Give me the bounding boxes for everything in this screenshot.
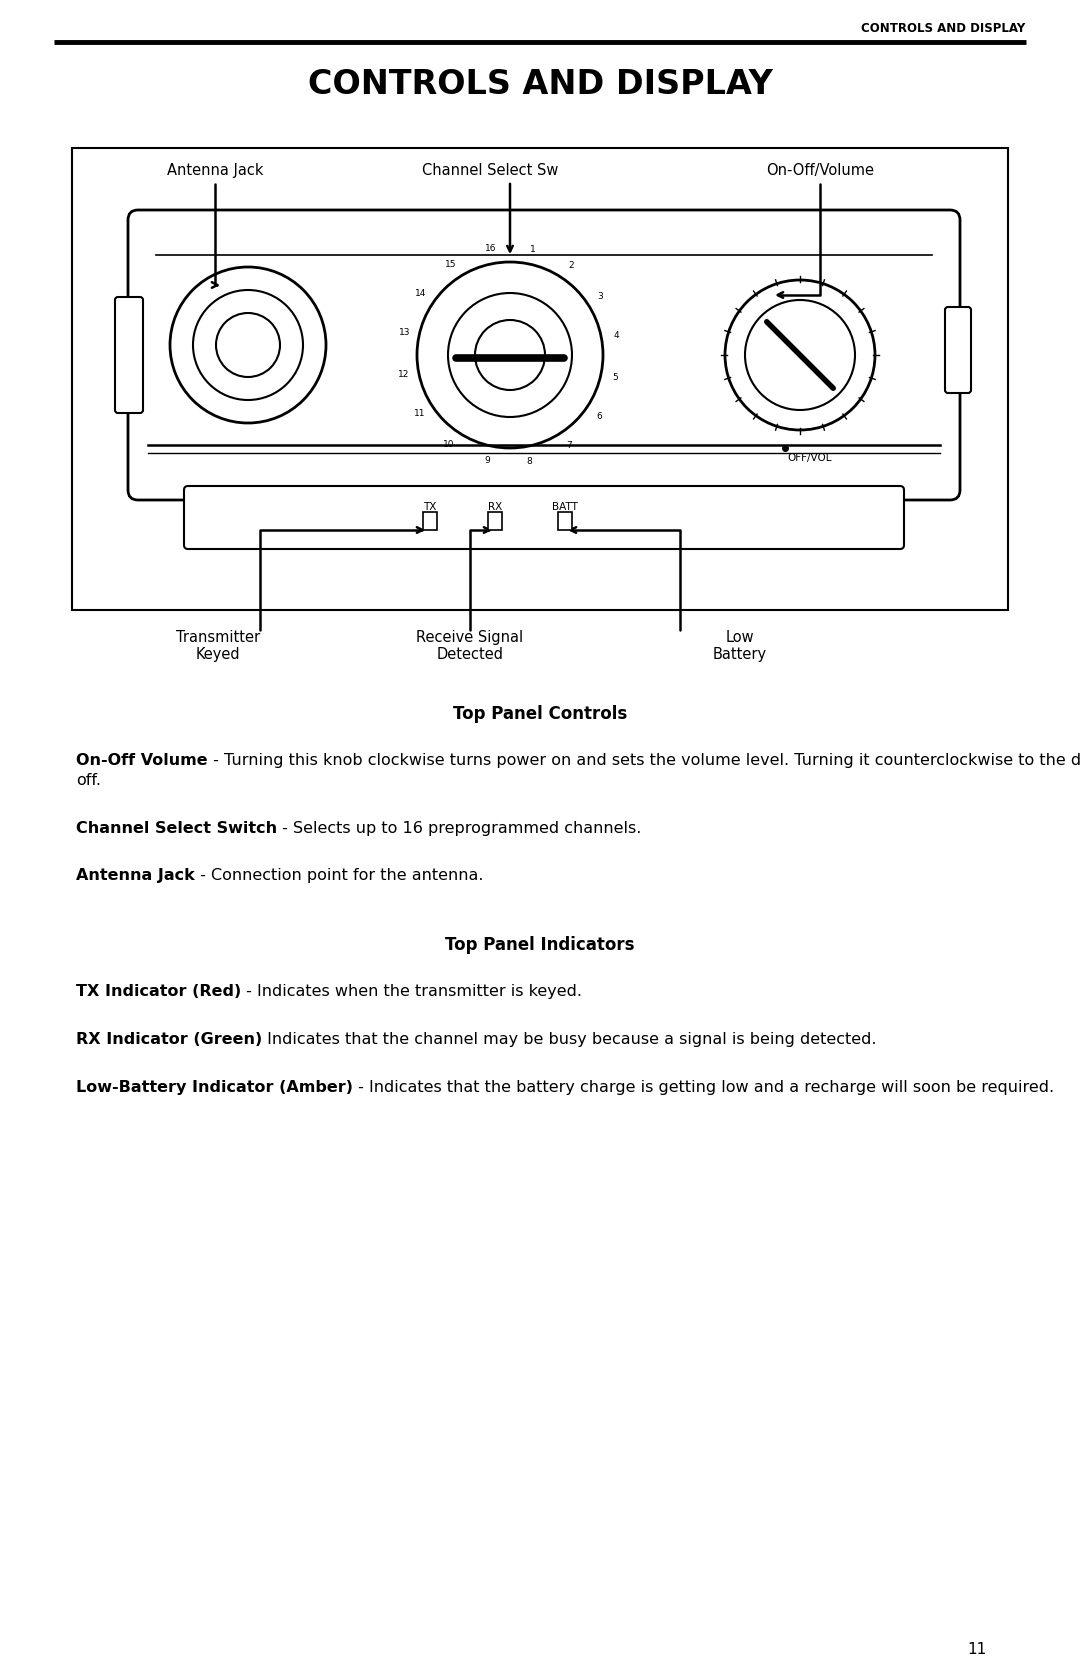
Text: 14: 14	[416, 289, 427, 299]
Text: RX Indicator (Green): RX Indicator (Green)	[76, 1031, 262, 1046]
Text: 3: 3	[597, 292, 604, 300]
FancyBboxPatch shape	[114, 297, 143, 412]
Text: 12: 12	[399, 371, 409, 379]
Text: 13: 13	[399, 329, 410, 337]
Text: 6: 6	[596, 412, 602, 421]
Text: OFF/VOL: OFF/VOL	[787, 452, 833, 462]
Text: Low-Battery Indicator (Amber): Low-Battery Indicator (Amber)	[76, 1080, 353, 1095]
Text: Top Panel Controls: Top Panel Controls	[453, 704, 627, 723]
Text: - Connection point for the antenna.: - Connection point for the antenna.	[194, 868, 483, 883]
Text: Receive Signal
Detected: Receive Signal Detected	[417, 629, 524, 663]
Text: - Indicates when the transmitter is keyed.: - Indicates when the transmitter is keye…	[241, 985, 582, 1000]
FancyBboxPatch shape	[129, 210, 960, 501]
Text: 1: 1	[529, 245, 536, 254]
Bar	[488, 512, 502, 531]
FancyBboxPatch shape	[945, 307, 971, 392]
Text: off.: off.	[76, 773, 102, 788]
Text: CONTROLS AND DISPLAY: CONTROLS AND DISPLAY	[308, 68, 772, 102]
Text: Low
Battery: Low Battery	[713, 629, 767, 663]
Text: 10: 10	[443, 439, 455, 449]
Text: - Indicates that the battery charge is getting low and a recharge will soon be r: - Indicates that the battery charge is g…	[353, 1080, 1054, 1095]
Text: On-Off/Volume: On-Off/Volume	[766, 164, 874, 179]
Text: CONTROLS AND DISPLAY: CONTROLS AND DISPLAY	[861, 22, 1025, 35]
Text: 7: 7	[566, 441, 571, 451]
Text: TX: TX	[423, 502, 436, 512]
Text: Antenna Jack: Antenna Jack	[76, 868, 194, 883]
FancyBboxPatch shape	[184, 486, 904, 549]
Bar	[423, 512, 437, 531]
Text: 5: 5	[612, 372, 619, 382]
Text: 4: 4	[613, 330, 619, 340]
Text: TX Indicator (Red): TX Indicator (Red)	[76, 985, 241, 1000]
Text: 2: 2	[568, 262, 573, 270]
Text: RX: RX	[488, 502, 502, 512]
Text: 11: 11	[414, 409, 426, 419]
Text: 11: 11	[968, 1642, 987, 1657]
Text: Channel Select Sw: Channel Select Sw	[422, 164, 558, 179]
Text: 9: 9	[485, 456, 490, 466]
Bar	[72, 149, 1008, 609]
Text: Top Panel Indicators: Top Panel Indicators	[445, 936, 635, 955]
Text: BATT: BATT	[552, 502, 578, 512]
Text: Transmitter
Keyed: Transmitter Keyed	[176, 629, 260, 663]
Text: - Selects up to 16 preprogrammed channels.: - Selects up to 16 preprogrammed channel…	[278, 821, 642, 836]
Text: On-Off Volume: On-Off Volume	[76, 753, 207, 768]
Text: 8: 8	[527, 457, 532, 466]
Text: Indicates that the channel may be busy because a signal is being detected.: Indicates that the channel may be busy b…	[262, 1031, 877, 1046]
Bar	[558, 512, 572, 531]
Text: 15: 15	[445, 260, 457, 269]
Text: - Turning this knob clockwise turns power on and sets the volume level. Turning : - Turning this knob clockwise turns powe…	[207, 753, 1080, 768]
Text: Channel Select Switch: Channel Select Switch	[76, 821, 278, 836]
Text: Antenna Jack: Antenna Jack	[166, 164, 264, 179]
Text: 16: 16	[485, 244, 496, 254]
